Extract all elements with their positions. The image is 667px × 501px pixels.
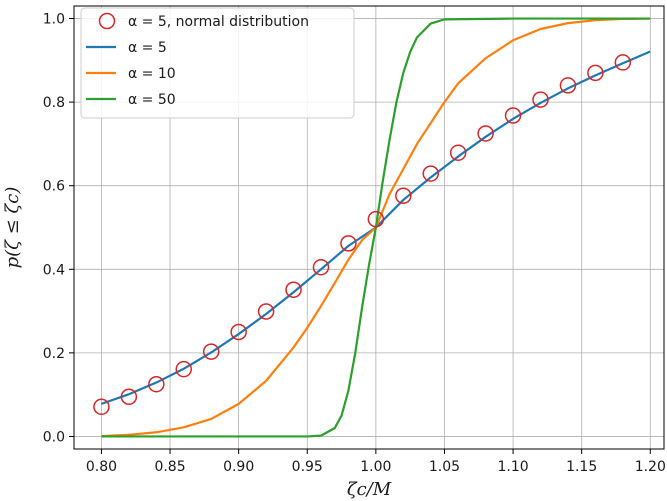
- legend-entry-alpha-10: α = 10: [86, 66, 176, 82]
- scatter-point: [395, 187, 412, 204]
- legend-entry-normal: α = 5, normal distribution: [98, 12, 309, 30]
- scatter-point: [312, 258, 330, 276]
- scatter-point: [422, 165, 439, 182]
- scatter-point: [93, 398, 110, 416]
- scatter-point: [257, 303, 275, 320]
- y-axis-label: p(ζ ≤ ζc): [2, 187, 23, 269]
- x-tick-label: 0.85: [154, 459, 185, 475]
- y-tick-label: 1.0: [43, 12, 65, 28]
- scatter-point: [477, 125, 494, 142]
- legend-label-alpha-5: α = 5: [128, 40, 167, 56]
- y-tick-label: 0.0: [43, 429, 65, 445]
- y-tick-label: 0.2: [43, 346, 65, 362]
- legend-label-alpha-10: α = 10: [128, 66, 176, 82]
- x-tick-label: 0.80: [86, 459, 117, 475]
- x-tick-label: 0.95: [292, 459, 323, 475]
- scatter-point: [587, 64, 604, 82]
- legend-marker-circle: [98, 12, 116, 30]
- scatter-point: [367, 210, 385, 228]
- legend-entry-alpha-5: α = 5: [86, 40, 167, 56]
- y-tick-label: 0.4: [43, 262, 65, 278]
- legend: α = 5, normal distribution α = 5 α = 10 …: [80, 7, 355, 119]
- x-tick-label: 1.15: [566, 459, 597, 475]
- series-line-3: [101, 17, 651, 438]
- scatter-point: [449, 144, 467, 161]
- y-tick-label: 0.8: [43, 95, 65, 111]
- x-tick-label: 1.20: [635, 459, 666, 475]
- scatter-point: [148, 375, 165, 393]
- y-tick-label: 0.6: [43, 179, 65, 195]
- scatter-point: [504, 107, 522, 124]
- legend-label-alpha-50: α = 50: [128, 92, 176, 108]
- scatter-point: [230, 323, 247, 341]
- ticks: 0.80 0.85 0.90 0.95 1.00 1.05 1.10 1.15 1.20 0.0 0…: [43, 12, 666, 475]
- scatter-point: [202, 343, 220, 360]
- legend-label-normal: α = 5, normal distribution: [128, 14, 309, 30]
- x-tick-label: 0.90: [223, 459, 254, 475]
- scatter-point: [340, 235, 357, 252]
- x-axis-label: ζc/M: [347, 479, 392, 500]
- x-tick-label: 1.00: [360, 459, 391, 475]
- plot-frame: [73, 5, 665, 450]
- scatter-point: [175, 360, 193, 378]
- scatter-point: [614, 54, 632, 71]
- scatter-point: [285, 281, 302, 299]
- scatter-point: [532, 91, 549, 108]
- legend-box: [80, 7, 355, 119]
- scatter-point: [120, 388, 138, 406]
- plot-area: [93, 17, 651, 438]
- x-tick-label: 1.05: [429, 459, 460, 475]
- scatter-point: [559, 77, 577, 94]
- x-tick-label: 1.10: [497, 459, 528, 475]
- legend-entry-alpha-50: α = 50: [86, 92, 176, 108]
